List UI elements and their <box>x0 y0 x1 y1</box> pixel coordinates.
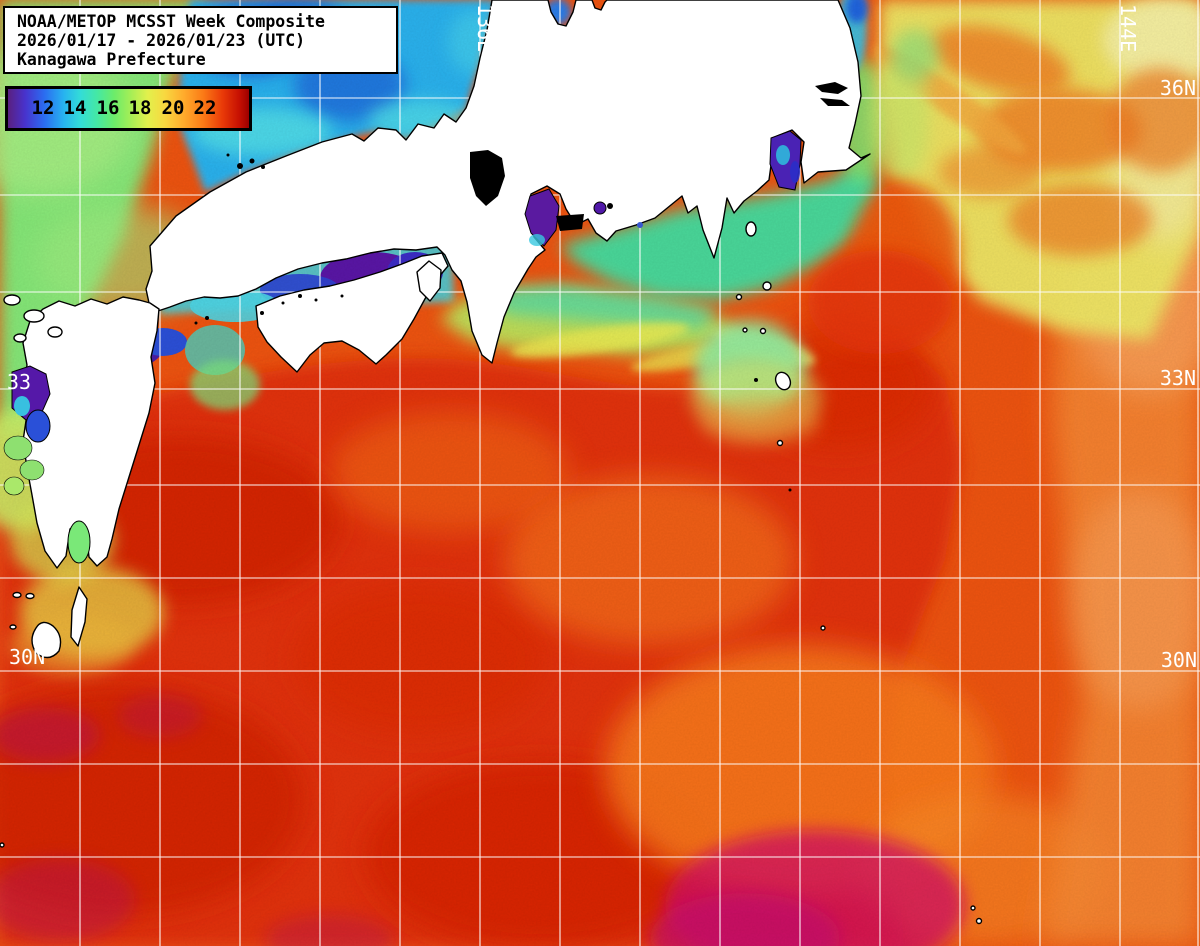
colorbar-tick: 18 <box>128 96 152 119</box>
bay-waters <box>3 130 802 564</box>
tanegashima-island <box>70 586 88 647</box>
title-line-product: NOAA/METOP MCSST Week Composite <box>17 12 325 31</box>
colorbar-tick: 20 <box>161 96 185 119</box>
temperature-colorbar: 12 14 16 18 20 22 <box>5 86 252 131</box>
title-line-region: Kanagawa Prefecture <box>17 50 206 69</box>
kasumigaura-mask <box>815 82 848 94</box>
ise-cloud-mask <box>556 214 584 231</box>
shikoku-land <box>255 252 449 373</box>
latitude-label: 30N <box>1161 648 1197 672</box>
lake-biwa-mask <box>470 150 505 206</box>
small-island <box>12 591 22 599</box>
longitude-label: 144E <box>1116 4 1140 52</box>
small-island <box>47 326 63 338</box>
landmasses <box>0 0 983 925</box>
ise-bay <box>524 188 560 247</box>
iki-island <box>3 294 21 306</box>
awaji-island <box>416 260 442 302</box>
mikawa-bay <box>593 201 607 215</box>
kyushu-land <box>22 296 160 569</box>
small-island <box>776 439 784 447</box>
oshima-island <box>745 221 757 237</box>
miyakejima-island <box>762 281 772 291</box>
small-island <box>25 592 35 600</box>
small-island <box>975 917 983 925</box>
colorbar-tick: 22 <box>193 96 217 119</box>
small-island <box>13 333 27 343</box>
colorbar-tick: 12 <box>31 96 55 119</box>
small-island <box>759 327 767 335</box>
latitude-label: 33N <box>1160 366 1196 390</box>
hachijojima-island <box>774 371 792 391</box>
colorbar-tick: 16 <box>96 96 120 119</box>
longitude-label: 136E <box>473 4 497 52</box>
small-island <box>9 624 17 630</box>
title-line-daterange: 2026/01/17 - 2026/01/23 (UTC) <box>17 31 306 50</box>
small-island <box>742 327 748 333</box>
latitude-label: 33 <box>7 370 31 394</box>
kagoshima-bay <box>67 520 91 564</box>
latitude-label: 36N <box>1160 76 1196 100</box>
yakushima-island <box>31 621 62 659</box>
honshu-land <box>145 0 871 364</box>
hirado-island <box>23 309 45 323</box>
ariake-sea <box>25 409 51 443</box>
small-island <box>0 842 5 848</box>
no-data-patches <box>194 82 850 492</box>
small-island <box>820 625 826 631</box>
small-island <box>970 905 976 911</box>
grid-labels: 136E 144E 36N 33N 33 30N 30N <box>7 4 1197 672</box>
latitude-label: 30N <box>9 645 45 669</box>
colorbar-tick: 14 <box>63 96 87 119</box>
small-island <box>735 293 743 301</box>
title-box: NOAA/METOP MCSST Week Composite 2026/01/… <box>3 6 398 74</box>
